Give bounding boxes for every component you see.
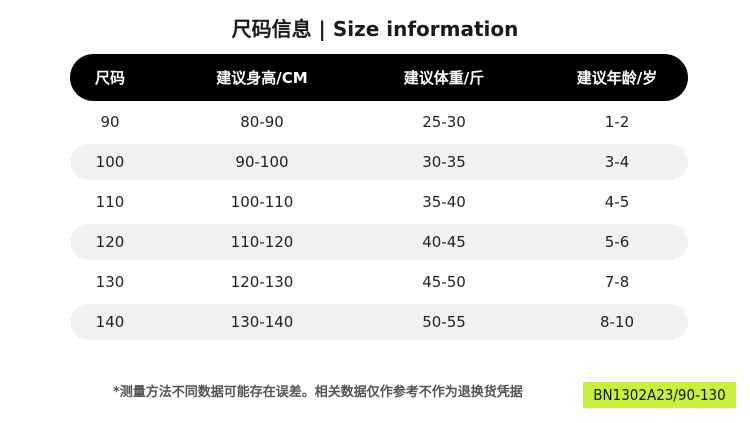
cell-size: 130 [95,273,125,291]
cell-weight: 45-50 [422,273,466,291]
cell-weight: 40-45 [422,233,466,251]
cell-height: 80-90 [240,113,284,131]
column-header-size: 尺码 [94,69,125,87]
table-header: 尺码 建议身高/CM 建议体重/斤 建议年龄/岁 [70,54,688,101]
cell-weight: 25-30 [422,113,466,131]
column-header-age: 建议年龄/岁 [576,69,658,87]
page-title: 尺码信息 | Size information [231,17,519,41]
cell-height: 100-110 [230,193,294,211]
table-row: 120 110-120 40-45 5-6 [70,224,688,260]
table-row: 130 120-130 45-50 7-8 [70,264,688,300]
cell-height: 90-100 [235,153,289,171]
cell-size: 90 [100,113,120,131]
cell-weight: 50-55 [422,313,466,331]
cell-weight: 35-40 [422,193,466,211]
cell-age: 3-4 [604,153,630,171]
table-row: 140 130-140 50-55 8-10 [70,304,688,340]
cell-age: 4-5 [604,193,630,211]
cell-age: 7-8 [604,273,630,291]
cell-size: 140 [95,313,125,331]
sku-label: BN1302A23/90-130 [583,382,736,408]
cell-height: 130-140 [230,313,294,331]
cell-height: 120-130 [230,273,294,291]
cell-size: 120 [95,233,125,251]
column-header-height: 建议身高/CM [216,69,308,87]
footer-note: *测量方法不同数据可能存在误差。相关数据仅作参考不作为退换货凭据 [113,385,523,400]
cell-size: 100 [95,153,125,171]
cell-age: 8-10 [599,313,635,331]
table-row: 90 80-90 25-30 1-2 [70,104,688,140]
cell-height: 110-120 [230,233,294,251]
table-row: 100 90-100 30-35 3-4 [70,144,688,180]
cell-age: 5-6 [604,233,630,251]
cell-age: 1-2 [604,113,630,131]
column-header-weight: 建议体重/斤 [403,69,485,87]
cell-size: 110 [95,193,125,211]
table-row: 110 100-110 35-40 4-5 [70,184,688,220]
cell-weight: 30-35 [422,153,466,171]
